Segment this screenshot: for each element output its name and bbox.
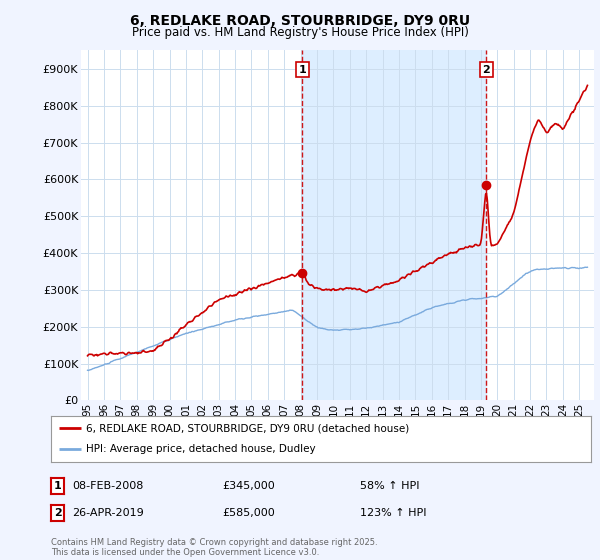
Text: 08-FEB-2008: 08-FEB-2008 <box>72 481 143 491</box>
Text: £585,000: £585,000 <box>222 508 275 518</box>
Text: Price paid vs. HM Land Registry's House Price Index (HPI): Price paid vs. HM Land Registry's House … <box>131 26 469 39</box>
Text: 123% ↑ HPI: 123% ↑ HPI <box>360 508 427 518</box>
Text: 26-APR-2019: 26-APR-2019 <box>72 508 144 518</box>
Text: 1: 1 <box>54 481 61 491</box>
Text: 2: 2 <box>54 508 61 518</box>
Text: 6, REDLAKE ROAD, STOURBRIDGE, DY9 0RU (detached house): 6, REDLAKE ROAD, STOURBRIDGE, DY9 0RU (d… <box>86 423 409 433</box>
Text: 6, REDLAKE ROAD, STOURBRIDGE, DY9 0RU: 6, REDLAKE ROAD, STOURBRIDGE, DY9 0RU <box>130 14 470 28</box>
Text: £345,000: £345,000 <box>222 481 275 491</box>
Text: 2: 2 <box>482 64 490 74</box>
Text: Contains HM Land Registry data © Crown copyright and database right 2025.
This d: Contains HM Land Registry data © Crown c… <box>51 538 377 557</box>
Text: 58% ↑ HPI: 58% ↑ HPI <box>360 481 419 491</box>
Text: 1: 1 <box>298 64 306 74</box>
Bar <box>302 50 486 400</box>
Text: HPI: Average price, detached house, Dudley: HPI: Average price, detached house, Dudl… <box>86 445 316 455</box>
